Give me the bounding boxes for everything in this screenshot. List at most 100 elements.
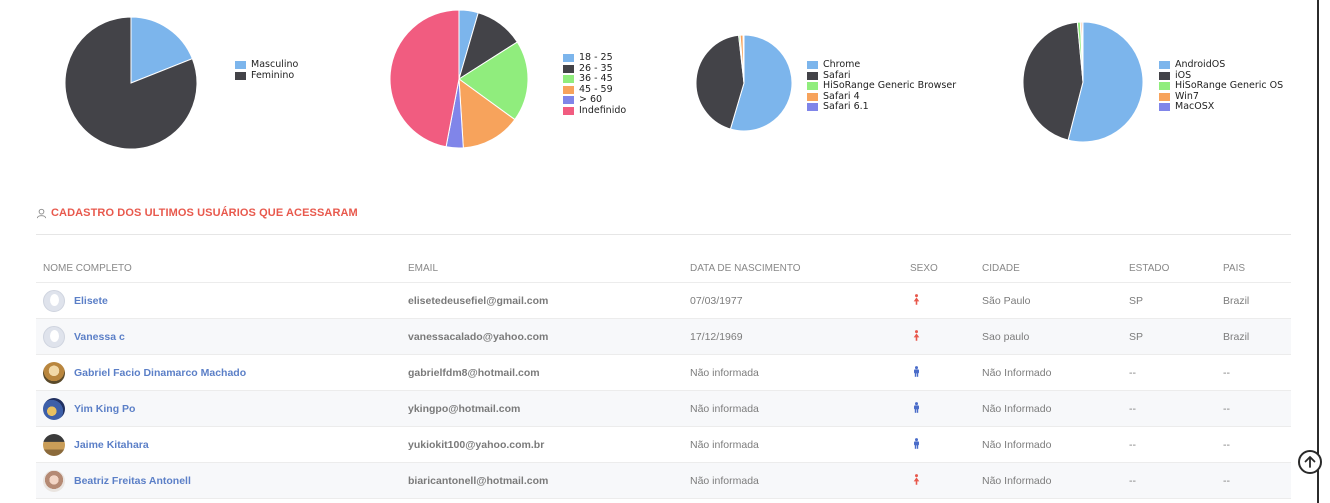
- legend-swatch: [563, 85, 574, 94]
- chart-2-legend-item[interactable]: Safari 6.1: [807, 101, 956, 113]
- chart-1-slice-5[interactable]: [389, 9, 460, 148]
- female-icon: [913, 293, 920, 308]
- cell-birth: 07/03/1977: [683, 282, 903, 319]
- header-country[interactable]: PAIS: [1216, 254, 1291, 283]
- scroll-top-button[interactable]: [1298, 450, 1322, 474]
- female-icon: [913, 329, 920, 344]
- cell-name: Yim King Po: [36, 390, 401, 427]
- cell-birth: Não informada: [683, 354, 903, 391]
- avatar: [43, 469, 65, 492]
- arrow-up-circle-icon: [1304, 456, 1316, 468]
- chart-1-slice-3[interactable]: [458, 77, 516, 149]
- cell-name: Jaime Kitahara: [36, 426, 401, 463]
- users-table: NOME COMPLETO EMAIL DATA DE NASCIMENTO S…: [36, 254, 1291, 499]
- user-name-link[interactable]: Vanessa c: [74, 330, 125, 343]
- header-birth[interactable]: DATA DE NASCIMENTO: [683, 254, 903, 283]
- header-name[interactable]: NOME COMPLETO: [36, 254, 401, 283]
- chart-2-slice-1[interactable]: [695, 34, 745, 130]
- cell-sex: [903, 462, 975, 499]
- cell-email: yukiokit100@yahoo.com.br: [401, 426, 683, 463]
- cell-country: Brazil: [1216, 282, 1291, 319]
- chart-0-legend-item[interactable]: Feminino: [235, 69, 298, 82]
- header-city[interactable]: CIDADE: [975, 254, 1122, 283]
- chart-0-slice-0[interactable]: [130, 16, 194, 84]
- user-icon: [36, 208, 47, 218]
- cell-sex: [903, 390, 975, 427]
- cell-sex: [903, 282, 975, 319]
- chart-3-slice-0[interactable]: [1067, 21, 1144, 143]
- pie-charts-svg: [64, 9, 1144, 150]
- user-name-link[interactable]: Elisete: [74, 294, 108, 307]
- legend-label: MacOSX: [1175, 101, 1215, 112]
- legend-swatch: [563, 75, 574, 84]
- section-title-text: CADASTRO DOS ULTIMOS USUÁRIOS QUE ACESSA…: [51, 207, 358, 219]
- legend-label: Win7: [1175, 90, 1199, 102]
- cell-email: biaricantonell@hotmail.com: [401, 462, 683, 499]
- legend-label: 18 - 25: [579, 52, 613, 63]
- chart-1-legend-item[interactable]: > 60: [563, 94, 626, 106]
- chart-3-legend-item[interactable]: iOS: [1159, 70, 1283, 82]
- legend-swatch: [1159, 92, 1170, 101]
- user-email: biaricantonell@hotmail.com: [408, 474, 549, 487]
- chart-2-legend-item[interactable]: Safari: [807, 69, 956, 82]
- legend-swatch: [1159, 71, 1170, 80]
- chart-2-legend-item[interactable]: HiSoRange Generic Browser: [807, 80, 956, 92]
- chart-1-legend-item[interactable]: 18 - 25: [563, 52, 626, 64]
- chart-2-slice-4[interactable]: [742, 34, 745, 84]
- chart-1-legend-item[interactable]: 26 - 35: [563, 63, 626, 75]
- legend-label: Safari: [823, 69, 851, 81]
- chart-1-legend-item[interactable]: 36 - 45: [563, 73, 626, 85]
- chart-2-legend-item[interactable]: Chrome: [807, 59, 956, 71]
- cell-country: --: [1216, 426, 1291, 463]
- avatar: [43, 433, 65, 456]
- chart-3-slice-1[interactable]: [1022, 21, 1084, 141]
- cell-sex: [903, 354, 975, 391]
- legend-swatch: [807, 61, 818, 70]
- legend-swatch: [1159, 103, 1170, 112]
- cell-birth: 17/12/1969: [683, 318, 903, 355]
- header-state[interactable]: ESTADO: [1122, 254, 1216, 283]
- user-name-link[interactable]: Gabriel Facio Dinamarco Machado: [74, 366, 247, 379]
- chart-0-slice-1[interactable]: [64, 16, 198, 150]
- chart-1-legend: 18 - 25 26 - 35 36 - 45 45 - 59 > 60 Indefini…: [563, 52, 627, 117]
- user-email: vanessacalado@yahoo.com: [408, 330, 549, 343]
- chart-1-slice-2[interactable]: [458, 41, 529, 121]
- chart-0-legend-item[interactable]: Masculino: [235, 59, 298, 71]
- header-sex[interactable]: SEXO: [903, 254, 975, 283]
- chart-3-legend-item[interactable]: MacOSX: [1159, 101, 1283, 113]
- chart-3-legend-item[interactable]: Win7: [1159, 90, 1283, 103]
- chart-3-legend-item[interactable]: HiSoRange Generic OS: [1159, 80, 1283, 92]
- cell-city: Não Informado: [975, 462, 1122, 499]
- user-email: gabrielfdm8@hotmail.com: [408, 366, 540, 379]
- cell-city: Não Informado: [975, 354, 1122, 391]
- legend-label: Safari 4: [823, 90, 860, 102]
- chart-1-legend-item[interactable]: 45 - 59: [563, 84, 626, 96]
- legend-swatch: [1159, 82, 1170, 91]
- user-name-link[interactable]: Jaime Kitahara: [74, 438, 149, 451]
- cell-name: Gabriel Facio Dinamarco Machado: [36, 354, 401, 391]
- table-row: Jaime Kitahara yukiokit100@yahoo.com.br …: [36, 426, 1291, 463]
- legend-swatch: [235, 71, 246, 80]
- chart-2-legend-item[interactable]: Safari 4: [807, 90, 956, 103]
- table-row: Gabriel Facio Dinamarco Machado gabrielf…: [36, 354, 1291, 391]
- chart-2-slice-0[interactable]: [729, 34, 793, 132]
- header-email[interactable]: EMAIL: [401, 254, 683, 283]
- table-header-row: NOME COMPLETO EMAIL DATA DE NASCIMENTO S…: [36, 254, 1291, 283]
- table-row: Yim King Po ykingpo@hotmail.com Não info…: [36, 390, 1291, 427]
- user-name-link[interactable]: Beatriz Freitas Antonell: [74, 474, 191, 487]
- chart-3-slice-4[interactable]: [1081, 21, 1084, 83]
- avatar: [43, 361, 65, 384]
- user-email: yukiokit100@yahoo.com.br: [408, 438, 545, 451]
- cell-city: Não Informado: [975, 390, 1122, 427]
- chart-3-legend-item[interactable]: AndroidOS: [1159, 59, 1283, 71]
- section-divider: [36, 234, 1291, 235]
- legend-label: Feminino: [251, 69, 295, 81]
- user-name-link[interactable]: Yim King Po: [74, 402, 136, 415]
- chart-1-legend-item[interactable]: Indefinido: [563, 104, 627, 117]
- cell-state: --: [1122, 354, 1216, 391]
- chart-3-legend: AndroidOS iOS HiSoRange Generic OS Win7 MacO…: [1159, 59, 1283, 113]
- table-row: Elisete elisetedeusefiel@gmail.com 07/03…: [36, 282, 1291, 319]
- legend-label: Indefinido: [579, 104, 627, 116]
- legend-label: Safari 6.1: [823, 101, 869, 112]
- cell-birth: Não informada: [683, 390, 903, 427]
